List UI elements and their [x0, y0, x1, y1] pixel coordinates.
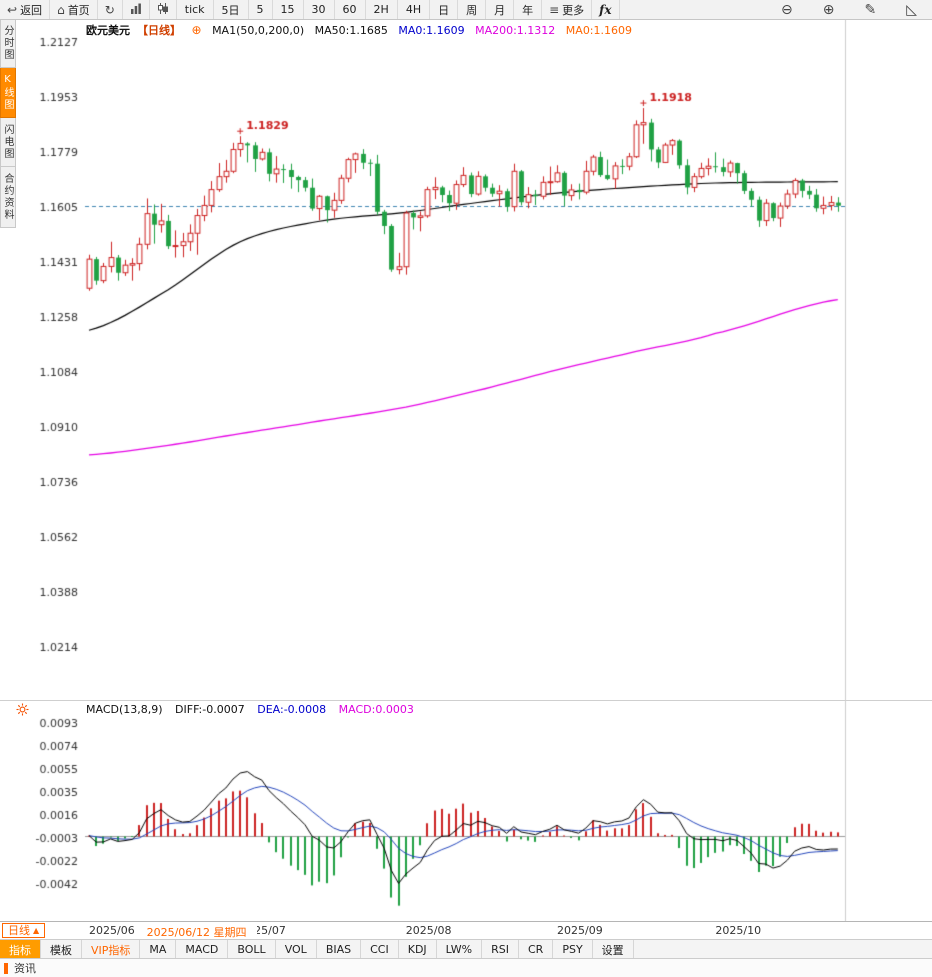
period-button-5m[interactable]: 5 — [249, 0, 273, 19]
price-chart-legend: 欧元美元 【日线】 ⊕ MA1(50,0,200,0) MA50:1.1685 M… — [86, 22, 639, 38]
selected-date-label: 2025/06/12 星期四 — [146, 924, 257, 940]
tab-template[interactable]: 模板 — [41, 940, 82, 959]
xaxis-month-label: 2025/08 — [405, 924, 452, 937]
more-button[interactable]: ≡ 更多 — [542, 0, 593, 19]
home-button[interactable]: ⌂ 首页 — [50, 0, 98, 19]
news-tab[interactable]: 资讯 — [14, 962, 36, 975]
home-label: 首页 — [67, 3, 90, 17]
tab-boll[interactable]: BOLL — [228, 940, 276, 959]
up-triangle-icon: ▲ — [33, 926, 40, 935]
xaxis-month-label: 2025/06 — [89, 924, 135, 937]
back-label: 返回 — [20, 3, 43, 17]
orange-marker-bar — [4, 962, 8, 974]
period-button-4h[interactable]: 4H — [398, 0, 431, 19]
period-button-tick[interactable]: tick — [177, 0, 214, 19]
tab-bias[interactable]: BIAS — [317, 940, 362, 959]
ma0-orange-value: MA0:1.1609 — [565, 24, 633, 37]
macd-diff-value: DIFF:-0.0007 — [175, 703, 245, 716]
macd-legend-row: MACD(13,8,9) DIFF:-0.0007 DEA:-0.0008 MA… — [0, 700, 932, 718]
macd-dea-value: DEA:-0.0008 — [257, 703, 327, 716]
sidebar-item-contract-info[interactable]: 合约资料 — [0, 167, 16, 228]
tab-lwr[interactable]: LW% — [437, 940, 483, 959]
chart-type-sidebar: 分时图 K线图 闪电图 合约资料 — [0, 19, 16, 228]
refresh-icon: ↻ — [104, 2, 115, 17]
tab-kdj[interactable]: KDJ — [399, 940, 437, 959]
period-indicator-label: 日线 — [8, 924, 30, 937]
tab-ma[interactable]: MA — [140, 940, 177, 959]
tab-vol[interactable]: VOL — [276, 940, 317, 959]
top-toolbar: ↩ 返回 ⌂ 首页 ↻ tick 5日 5 15 30 60 2H 4H 日周月年 ≡ 更多 f… — [0, 0, 932, 20]
back-button[interactable]: ↩ 返回 — [0, 0, 51, 19]
pencil-icon: ✎ — [864, 1, 877, 18]
tab-psy[interactable]: PSY — [553, 940, 593, 959]
sidebar-item-kline-chart[interactable]: K线图 — [0, 68, 16, 118]
xaxis-month-label: 2025/09 — [557, 924, 603, 937]
candlestick-icon — [157, 3, 169, 16]
refresh-button[interactable]: ↻ — [98, 0, 123, 19]
macd-macd-value: MACD:0.0003 — [338, 703, 414, 716]
period-button-30m[interactable]: 30 — [304, 0, 335, 19]
period-selector: tick 5日 5 15 30 60 2H 4H 日周月年 — [177, 0, 543, 19]
measure-button[interactable]: ◺ — [891, 0, 932, 19]
period-indicator[interactable]: 日线 ▲ — [2, 923, 46, 938]
symbol-name: 欧元美元 — [86, 24, 130, 37]
ma0-blue-value: MA0:1.1609 — [398, 24, 465, 37]
chart-style-button[interactable] — [123, 0, 150, 19]
news-tab-row: 资讯 — [0, 958, 932, 977]
period-button-2h[interactable]: 2H — [366, 0, 398, 19]
xaxis-row: 日线 ▲ 2025/06 2025/07 2025/08 2025/09 2025/10… — [0, 921, 932, 940]
draw-button[interactable]: ✎ — [849, 0, 891, 19]
zoom-out-icon: ⊖ — [781, 1, 793, 18]
back-icon: ↩ — [7, 2, 18, 17]
tab-cr[interactable]: CR — [519, 940, 554, 959]
period-button-year[interactable]: 年 — [514, 0, 543, 19]
menu-icon: ≡ — [549, 2, 560, 17]
toolbar-right-group: ⊖ ⊕ ✎ ◺ — [766, 0, 932, 19]
period-button-15m[interactable]: 15 — [273, 0, 304, 19]
fx-icon: fx — [599, 2, 612, 17]
period-button-month[interactable]: 月 — [486, 0, 515, 19]
tab-rsi[interactable]: RSI — [482, 940, 519, 959]
indicator-style-button[interactable] — [150, 0, 177, 19]
home-icon: ⌂ — [57, 2, 65, 17]
indicator-tabs: 指标 模板 VIP指标 MA MACD BOLL VOL BIAS CCI KDJ LW% RSI CR… — [0, 939, 932, 959]
formula-button[interactable]: fx — [592, 0, 620, 19]
more-label: 更多 — [562, 3, 585, 17]
zoom-out-button[interactable]: ⊖ — [766, 0, 808, 19]
period-button-5d[interactable]: 5日 — [214, 0, 249, 19]
period-button-60m[interactable]: 60 — [335, 0, 366, 19]
period-button-day[interactable]: 日 — [430, 0, 459, 19]
ma200-value: MA200:1.1312 — [475, 24, 556, 37]
tab-vip-indicator[interactable]: VIP指标 — [82, 940, 141, 959]
sidebar-item-time-chart[interactable]: 分时图 — [0, 19, 16, 68]
sidebar-item-lightning-chart[interactable]: 闪电图 — [0, 118, 16, 167]
tab-macd[interactable]: MACD — [176, 940, 229, 959]
price-macd-chart-canvas[interactable] — [0, 19, 932, 921]
zoom-in-icon: ⊕ — [822, 1, 835, 18]
indicator-settings-icon[interactable] — [16, 703, 29, 716]
zoom-in-button[interactable]: ⊕ — [808, 0, 850, 19]
ruler-icon: ◺ — [906, 1, 917, 18]
tab-settings[interactable]: 设置 — [593, 940, 634, 959]
tab-indicator[interactable]: 指标 — [0, 940, 41, 959]
period-button-week[interactable]: 周 — [458, 0, 487, 19]
ma-settings-label: MA1(50,0,200,0) — [212, 24, 305, 37]
period-tag: 【日线】 — [137, 24, 181, 37]
macd-title: MACD(13,8,9) — [86, 703, 163, 716]
ma50-value: MA50:1.1685 — [314, 24, 388, 37]
tab-cci[interactable]: CCI — [361, 940, 399, 959]
xaxis-month-label: 2025/10 — [715, 924, 762, 937]
bar-chart-icon — [130, 3, 142, 16]
add-indicator-icon[interactable]: ⊕ — [191, 23, 202, 37]
